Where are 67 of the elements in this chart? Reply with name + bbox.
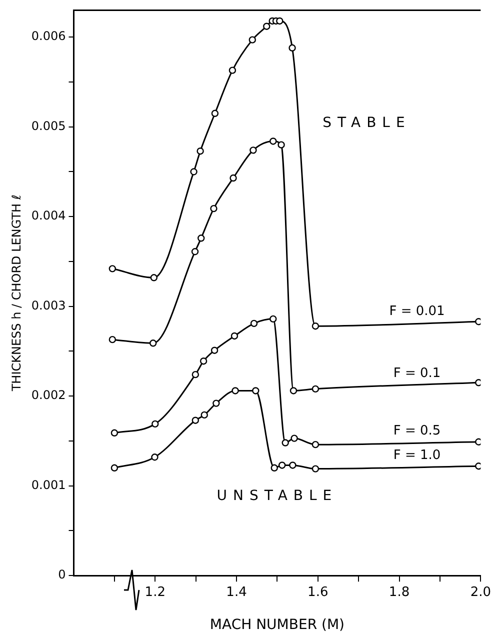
point (230, 174, 237, 182)
y-tick-label: 0.001 (31, 478, 66, 492)
point (278, 141, 285, 148)
point (200, 358, 208, 365)
x-axis-title: MACH NUMBER (M) (210, 617, 345, 634)
point (312, 322, 320, 330)
y-tick-label: 0.005 (31, 118, 66, 133)
point (151, 454, 158, 461)
y-axis-title: THICKNESS h / CHORD LENGTH ℓ (9, 194, 24, 392)
point (312, 440, 320, 448)
y-tick-label: 0.002 (31, 388, 66, 402)
point (250, 320, 258, 328)
point (212, 400, 220, 407)
point (475, 379, 481, 386)
point (230, 332, 238, 340)
point (250, 146, 257, 154)
point (210, 346, 218, 354)
point (270, 315, 277, 323)
y-tick-label: 0.006 (31, 29, 66, 44)
y-tick-label: 0.004 (31, 208, 66, 223)
point (312, 385, 320, 393)
point (150, 274, 158, 282)
point (270, 138, 277, 145)
point (108, 336, 116, 344)
annotation: STABLE (322, 114, 411, 131)
point (152, 420, 159, 428)
point (232, 387, 239, 394)
y-tick-label: 0 (58, 568, 66, 582)
point (263, 22, 270, 30)
point (276, 17, 284, 25)
point (150, 340, 157, 347)
series-label: F = 0.5 (393, 424, 441, 439)
point (200, 411, 208, 419)
point (288, 44, 296, 52)
point (278, 462, 286, 469)
x-tick-label: 1.2 (144, 584, 166, 600)
point (198, 234, 205, 242)
y-tick-label: 0.003 (31, 298, 66, 312)
annotation: UNSTABLE (216, 488, 338, 504)
point (270, 464, 278, 472)
series-label: F = 0.1 (393, 366, 441, 382)
point (290, 387, 298, 394)
x-tick-label: 1.6 (308, 584, 328, 600)
point (210, 204, 218, 212)
x-tick-label: 1.8 (388, 584, 410, 600)
point (252, 387, 260, 394)
point (191, 248, 199, 256)
point (228, 66, 236, 74)
point (475, 318, 481, 326)
point (190, 168, 198, 176)
point (211, 110, 219, 118)
point (192, 370, 200, 378)
point (196, 148, 204, 155)
point (110, 429, 118, 437)
point (192, 416, 200, 424)
point (312, 465, 320, 472)
x-tick-label: 1.4 (226, 584, 247, 600)
series-label: F = 1.0 (393, 448, 441, 463)
point (475, 462, 481, 470)
x-tick-label: 2.0 (470, 584, 492, 600)
point (108, 265, 116, 272)
point (290, 434, 298, 442)
point (282, 439, 289, 446)
series-label: F = 0.01 (389, 304, 445, 320)
point (248, 36, 256, 44)
point (110, 464, 118, 472)
point (289, 462, 296, 469)
